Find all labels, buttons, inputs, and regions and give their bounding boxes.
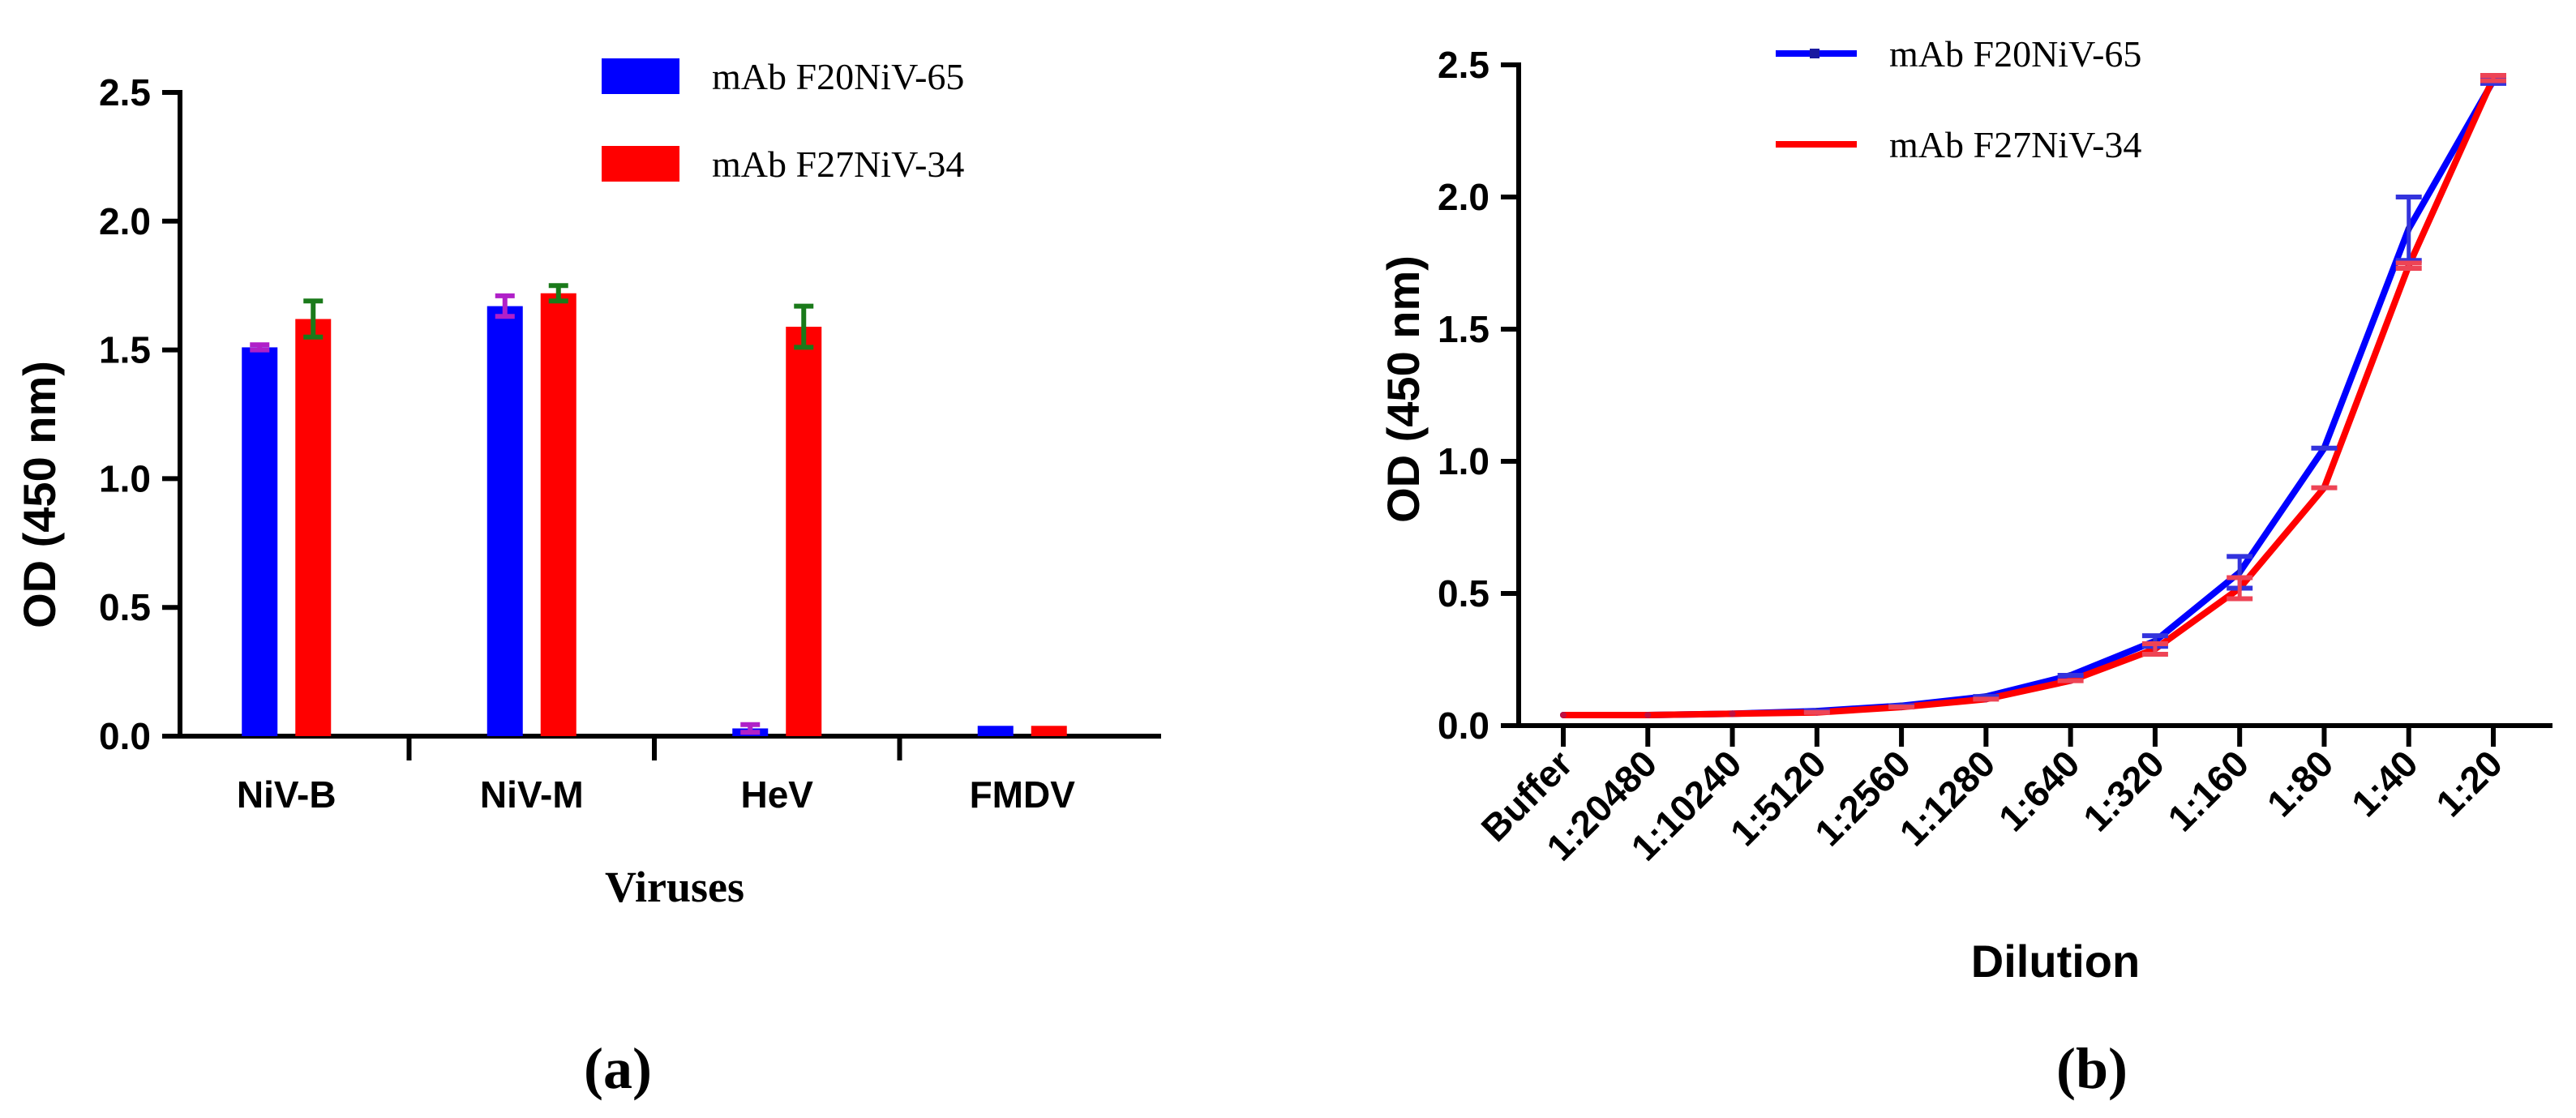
x-tick-label: 1:2560 bbox=[1807, 742, 1918, 854]
y-tick-label: 1.0 bbox=[1438, 440, 1489, 482]
y-tick-label: 0.0 bbox=[99, 715, 151, 757]
line-chart-y-ticks: 0.0 0.5 1.0 1.5 2.0 2.5 bbox=[1438, 44, 1519, 747]
panel-label-a: (a) bbox=[584, 1036, 652, 1101]
line-chart-panel: 0.0 0.5 1.0 1.5 2.0 2.5 Buffer1:204801:102401… bbox=[1378, 33, 2552, 1101]
y-tick-label: 2.0 bbox=[99, 200, 151, 242]
x-tick-label-hev: HeV bbox=[741, 773, 814, 816]
y-tick-label: 2.5 bbox=[1438, 44, 1489, 86]
legend-swatch-series-1 bbox=[602, 58, 679, 94]
x-tick-label-niv-m: NiV-M bbox=[480, 773, 584, 816]
legend-label-series-2: mAb F27NiV-34 bbox=[1889, 124, 2141, 165]
line-chart-series bbox=[1560, 75, 2497, 718]
line-series-1 bbox=[1563, 79, 2497, 718]
bar-fmdv-series-1 bbox=[977, 726, 1014, 736]
y-tick-label: 1.5 bbox=[99, 329, 151, 371]
bar-chart-panel: 0.0 0.5 1.0 1.5 2.0 2.5 NiV-B NiV-M HeV FMDV OD … bbox=[14, 56, 1161, 1101]
x-tick-label: 1:640 bbox=[1991, 742, 2088, 839]
bar-niv-m-series-2 bbox=[540, 293, 576, 736]
line-chart-x-ticks: Buffer1:204801:102401:51201:25601:12801:… bbox=[1473, 726, 2510, 868]
x-tick-label-fmdv: FMDV bbox=[970, 773, 1076, 816]
line-series-2 bbox=[1563, 76, 2497, 718]
line-chart-y-axis-title: OD (450 nm) bbox=[1378, 255, 1429, 523]
bar-chart-y-ticks: 0.0 0.5 1.0 1.5 2.0 2.5 bbox=[99, 71, 180, 757]
y-tick-label: 1.5 bbox=[1438, 308, 1489, 350]
bar-chart-x-axis-title: Viruses bbox=[605, 863, 744, 911]
x-tick-label-niv-b: NiV-B bbox=[237, 773, 336, 816]
bar-chart-y-axis-title: OD (450 nm) bbox=[14, 361, 65, 628]
bar-hev-series-2 bbox=[786, 327, 822, 736]
line-chart-legend: mAb F20NiV-65 mAb F27NiV-34 bbox=[1776, 33, 2141, 165]
y-tick-label: 2.0 bbox=[1438, 176, 1489, 218]
bar-niv-b-series-1 bbox=[242, 347, 278, 736]
legend-label-series-1: mAb F20NiV-65 bbox=[1889, 33, 2141, 75]
legend-swatch-series-2 bbox=[602, 146, 679, 182]
y-tick-label: 0.0 bbox=[1438, 705, 1489, 747]
bar-chart-x-ticks: NiV-B NiV-M HeV FMDV bbox=[237, 736, 1075, 816]
panel-label-b: (b) bbox=[2056, 1036, 2128, 1101]
legend-label-series-1: mAb F20NiV-65 bbox=[712, 56, 964, 97]
bar-niv-b-series-2 bbox=[295, 319, 332, 736]
y-tick-label: 2.5 bbox=[99, 71, 151, 114]
bar-chart-error-bars bbox=[250, 283, 814, 735]
x-tick-label: 1:40 bbox=[2343, 742, 2426, 825]
bar-chart-bars bbox=[242, 293, 1067, 736]
x-tick-label: 1:80 bbox=[2259, 742, 2342, 825]
y-tick-label: 0.5 bbox=[99, 586, 151, 628]
bar-chart-legend: mAb F20NiV-65 mAb F27NiV-34 bbox=[602, 56, 964, 185]
x-tick-label: 1:1280 bbox=[1891, 742, 2003, 854]
data-point-series-2 bbox=[1644, 711, 1652, 718]
y-tick-label: 0.5 bbox=[1438, 572, 1489, 615]
x-tick-label: 1:160 bbox=[2159, 742, 2257, 839]
legend-marker-series-1 bbox=[1810, 49, 1819, 58]
bar-niv-m-series-1 bbox=[486, 306, 523, 736]
x-tick-label: 1:20 bbox=[2428, 742, 2510, 825]
data-point-series-2 bbox=[1729, 710, 1736, 717]
line-chart-error-bars bbox=[1803, 73, 2506, 715]
y-tick-label: 1.0 bbox=[99, 457, 151, 499]
line-chart-axes bbox=[1516, 62, 2552, 728]
bar-fmdv-series-2 bbox=[1031, 726, 1067, 736]
x-tick-label: 1:5120 bbox=[1722, 742, 1834, 854]
legend-label-series-2: mAb F27NiV-34 bbox=[712, 143, 964, 185]
x-tick-label: 1:320 bbox=[2075, 742, 2172, 839]
data-point-series-2 bbox=[1560, 711, 1567, 718]
line-chart-x-axis-title: Dilution bbox=[1971, 936, 2140, 987]
